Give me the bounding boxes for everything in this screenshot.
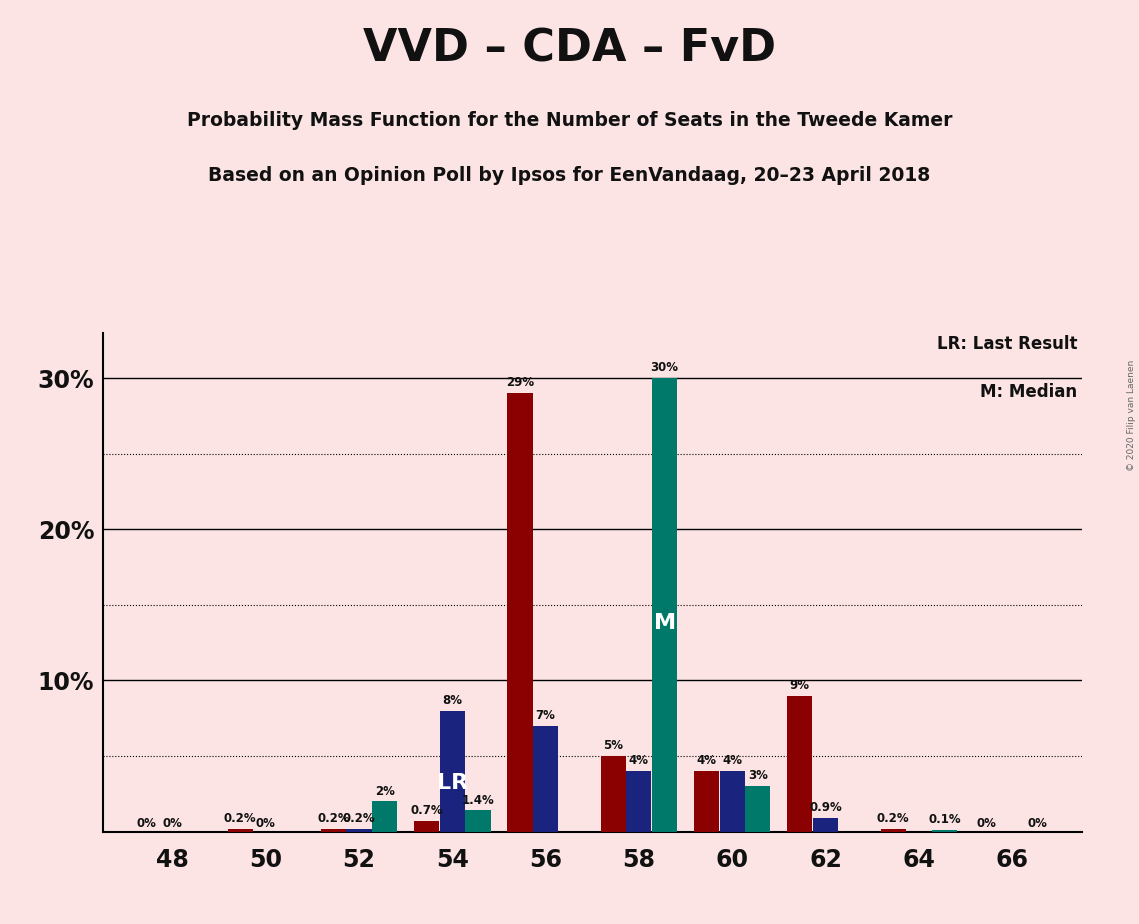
Bar (372, 801, 398, 832)
Bar (694, 772, 719, 832)
Text: 0%: 0% (976, 817, 997, 830)
Text: 0.2%: 0.2% (317, 812, 350, 825)
Text: 0.2%: 0.2% (343, 812, 376, 825)
Bar (321, 829, 346, 832)
Bar (228, 829, 253, 832)
Text: 0%: 0% (163, 817, 182, 830)
Bar (745, 786, 770, 832)
Text: 4%: 4% (629, 754, 649, 767)
Text: 5%: 5% (604, 739, 623, 752)
Bar (600, 756, 625, 832)
Bar (787, 696, 812, 832)
Bar (415, 821, 440, 832)
Text: 0.9%: 0.9% (809, 801, 842, 814)
Bar (932, 830, 957, 832)
Bar (533, 725, 558, 832)
Text: 0%: 0% (1027, 817, 1048, 830)
Bar (507, 393, 533, 832)
Text: 9%: 9% (789, 679, 810, 692)
Text: Based on an Opinion Poll by Ipsos for EenVandaag, 20–23 April 2018: Based on an Opinion Poll by Ipsos for Ee… (208, 166, 931, 186)
Bar (440, 711, 465, 832)
Bar (720, 772, 745, 832)
Text: 0%: 0% (137, 817, 157, 830)
Text: 8%: 8% (442, 694, 462, 707)
Text: 0.7%: 0.7% (410, 804, 443, 817)
Text: 3%: 3% (748, 770, 768, 783)
Bar (813, 818, 838, 832)
Text: M: M (654, 613, 675, 633)
Bar (652, 378, 678, 832)
Text: 2%: 2% (375, 784, 394, 797)
Text: VVD – CDA – FvD: VVD – CDA – FvD (363, 28, 776, 71)
Text: Probability Mass Function for the Number of Seats in the Tweede Kamer: Probability Mass Function for the Number… (187, 111, 952, 130)
Text: M: Median: M: Median (980, 383, 1077, 400)
Bar (626, 772, 652, 832)
Text: 0.1%: 0.1% (928, 813, 961, 826)
Text: 7%: 7% (535, 709, 556, 722)
Text: 0.2%: 0.2% (877, 812, 909, 825)
Text: 4%: 4% (697, 754, 716, 767)
Text: 4%: 4% (722, 754, 743, 767)
Text: 1.4%: 1.4% (461, 794, 494, 807)
Text: LR: Last Result: LR: Last Result (936, 335, 1077, 353)
Bar (346, 829, 371, 832)
Text: 0.2%: 0.2% (223, 812, 256, 825)
Text: LR: LR (436, 773, 468, 793)
Text: 30%: 30% (650, 361, 679, 374)
Text: 29%: 29% (506, 376, 534, 389)
Text: 0%: 0% (256, 817, 276, 830)
Text: © 2020 Filip van Laenen: © 2020 Filip van Laenen (1126, 360, 1136, 471)
Bar (466, 810, 491, 832)
Bar (880, 829, 906, 832)
